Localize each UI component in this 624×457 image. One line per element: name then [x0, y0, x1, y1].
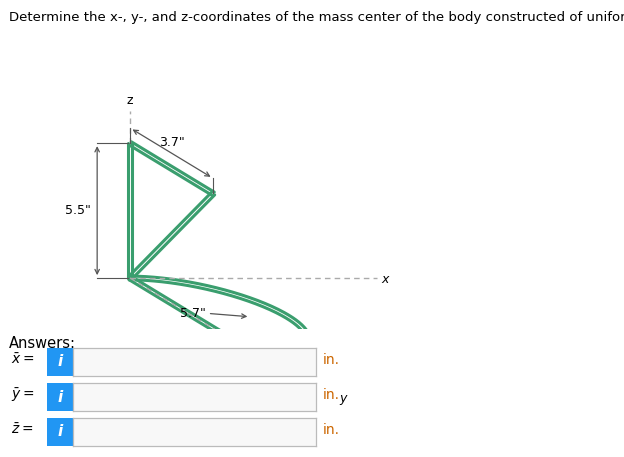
- Text: $\bar{x}=$: $\bar{x}=$: [11, 352, 34, 367]
- Text: z: z: [127, 94, 134, 107]
- Text: Determine the x-, y-, and z-coordinates of the mass center of the body construct: Determine the x-, y-, and z-coordinates …: [9, 11, 624, 24]
- Text: 5.7": 5.7": [180, 307, 206, 320]
- Text: in.: in.: [323, 353, 340, 367]
- Text: i: i: [57, 355, 62, 369]
- Text: 5.5": 5.5": [66, 204, 91, 217]
- Text: in.: in.: [323, 423, 340, 436]
- Text: i: i: [57, 425, 62, 439]
- Text: 3.7": 3.7": [158, 136, 185, 149]
- Text: $\bar{y}=$: $\bar{y}=$: [11, 386, 34, 404]
- Text: in.: in.: [323, 388, 340, 402]
- Text: x: x: [381, 273, 389, 286]
- Text: Answers:: Answers:: [9, 336, 76, 351]
- Text: i: i: [57, 390, 62, 404]
- Text: y: y: [339, 392, 346, 405]
- Text: $\bar{z}=$: $\bar{z}=$: [11, 422, 34, 437]
